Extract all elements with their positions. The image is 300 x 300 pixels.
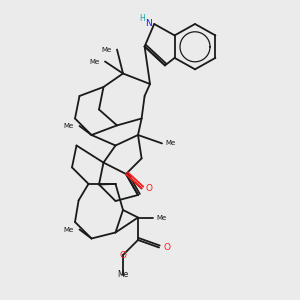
Text: Me: Me: [117, 270, 129, 279]
Text: O: O: [163, 243, 170, 252]
Text: Me: Me: [101, 46, 112, 52]
Text: H: H: [139, 14, 145, 23]
Text: Me: Me: [89, 58, 100, 64]
Text: Me: Me: [166, 140, 176, 146]
Text: O: O: [119, 250, 127, 260]
Text: Me: Me: [157, 214, 167, 220]
Text: Me: Me: [64, 226, 74, 232]
Text: N: N: [146, 20, 152, 28]
Text: O: O: [146, 184, 153, 193]
Text: Me: Me: [64, 123, 74, 129]
